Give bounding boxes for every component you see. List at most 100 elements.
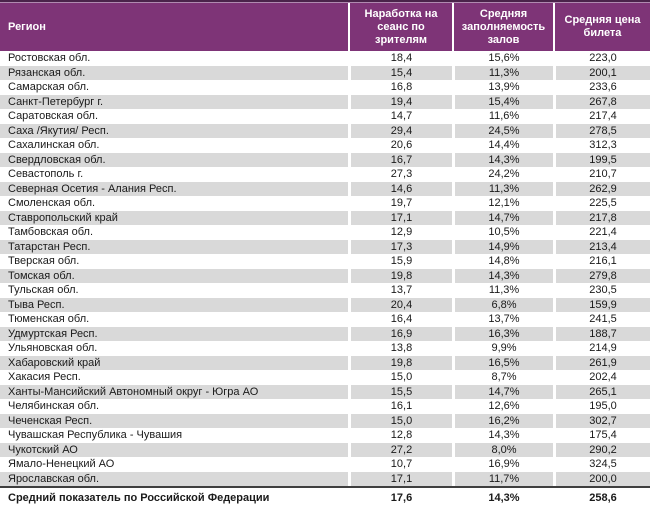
region-cell: Ульяновская обл. [8, 342, 98, 355]
sessions-cell: 16,4 [348, 312, 452, 327]
footer-occupancy-value: 14,3% [452, 488, 553, 508]
occupancy-cell: 14,3% [452, 152, 553, 167]
occupancy-cell: 24,2% [452, 167, 553, 182]
column-header-occupancy: Средняя заполняемость залов [452, 3, 553, 51]
sessions-cell: 13,8 [348, 341, 452, 356]
price-cell: 213,4 [553, 239, 650, 254]
sessions-cell: 15,4 [348, 65, 452, 80]
region-cell: Ямало-Ненецкий АО [8, 458, 115, 471]
table-row: Свердловская обл. 16,7 14,3% 199,5 [0, 152, 650, 167]
region-cell: Тыва Респ. [8, 298, 65, 311]
sessions-cell: 16,8 [348, 80, 452, 95]
sessions-cell: 20,6 [348, 138, 452, 153]
region-cell: Санкт-Петербург г. [8, 95, 104, 108]
sessions-cell: 29,4 [348, 123, 452, 138]
price-cell: 188,7 [553, 326, 650, 341]
price-cell: 230,5 [553, 283, 650, 298]
table-row: Тыва Респ. 20,4 6,8% 159,9 [0, 297, 650, 312]
region-cell: Тюменская обл. [8, 313, 90, 326]
occupancy-cell: 13,7% [452, 312, 553, 327]
occupancy-cell: 16,3% [452, 326, 553, 341]
region-cell: Чеченская Респ. [8, 414, 93, 427]
table-row: Чувашская Республика - Чувашия 12,8 14,3% 1… [0, 428, 650, 443]
occupancy-cell: 11,3% [452, 283, 553, 298]
region-cell: Хабаровский край [8, 356, 101, 369]
table-row: Удмуртская Респ. 16,9 16,3% 188,7 [0, 326, 650, 341]
region-cell: Татарстан Респ. [8, 240, 91, 253]
occupancy-cell: 11,3% [452, 65, 553, 80]
price-cell: 233,6 [553, 80, 650, 95]
table-row: Челябинская обл. 16,1 12,6% 195,0 [0, 399, 650, 414]
region-cell: Рязанская обл. [8, 66, 86, 79]
occupancy-cell: 12,1% [452, 196, 553, 211]
occupancy-cell: 16,9% [452, 457, 553, 472]
column-header-price: Средняя цена билета [553, 3, 650, 51]
occupancy-cell: 24,5% [452, 123, 553, 138]
price-cell: 200,1 [553, 65, 650, 80]
table-row: Хабаровский край 19,8 16,5% 261,9 [0, 355, 650, 370]
table-row: Смоленская обл. 19,7 12,1% 225,5 [0, 196, 650, 211]
sessions-cell: 12,8 [348, 428, 452, 443]
price-cell: 279,8 [553, 268, 650, 283]
table-body: Ростовская обл. 18,4 15,6% 223,0 Рязанская о… [0, 51, 650, 486]
region-cell: Чувашская Республика - Чувашия [8, 429, 183, 442]
region-cell: Ярославская обл. [8, 472, 100, 485]
region-cell: Севастополь г. [8, 168, 84, 181]
footer-sessions-value: 17,6 [348, 488, 452, 508]
price-cell: 217,4 [553, 109, 650, 124]
price-cell: 223,0 [553, 51, 650, 66]
table-row: Самарская обл. 16,8 13,9% 233,6 [0, 80, 650, 95]
table-row: Ярославская обл. 17,1 11,7% 200,0 [0, 471, 650, 486]
price-cell: 217,8 [553, 210, 650, 225]
price-cell: 302,7 [553, 413, 650, 428]
price-cell: 210,7 [553, 167, 650, 182]
region-cell: Хакасия Респ. [8, 371, 81, 384]
sessions-cell: 14,6 [348, 181, 452, 196]
sessions-cell: 17,3 [348, 239, 452, 254]
column-header-region: Регион [8, 20, 46, 33]
occupancy-cell: 16,5% [452, 355, 553, 370]
region-cell: Челябинская обл. [8, 400, 100, 413]
occupancy-cell: 13,9% [452, 80, 553, 95]
table-footer-row: Средний показатель по Российской Федерац… [0, 486, 650, 508]
sessions-cell: 16,7 [348, 152, 452, 167]
price-cell: 267,8 [553, 94, 650, 109]
table-row: Тульская обл. 13,7 11,3% 230,5 [0, 283, 650, 298]
table-row: Татарстан Респ. 17,3 14,9% 213,4 [0, 239, 650, 254]
occupancy-cell: 14,4% [452, 138, 553, 153]
sessions-cell: 12,9 [348, 225, 452, 240]
occupancy-cell: 10,5% [452, 225, 553, 240]
table-top-border [0, 0, 650, 2]
sessions-cell: 17,1 [348, 210, 452, 225]
table-row: Ульяновская обл. 13,8 9,9% 214,9 [0, 341, 650, 356]
sessions-cell: 10,7 [348, 457, 452, 472]
price-cell: 195,0 [553, 399, 650, 414]
table-row: Северная Осетия - Алания Респ. 14,6 11,3% 2… [0, 181, 650, 196]
table-row: Тюменская обл. 16,4 13,7% 241,5 [0, 312, 650, 327]
sessions-cell: 15,9 [348, 254, 452, 269]
occupancy-cell: 15,4% [452, 94, 553, 109]
occupancy-cell: 11,3% [452, 181, 553, 196]
sessions-cell: 19,8 [348, 268, 452, 283]
sessions-cell: 19,8 [348, 355, 452, 370]
region-cell: Самарская обл. [8, 81, 90, 94]
table-row: Севастополь г. 27,3 24,2% 210,7 [0, 167, 650, 182]
table-top-border-highlight [0, 2, 650, 3]
occupancy-cell: 14,9% [452, 239, 553, 254]
sessions-cell: 13,7 [348, 283, 452, 298]
sessions-cell: 15,0 [348, 370, 452, 385]
region-cell: Ростовская обл. [8, 52, 91, 65]
occupancy-cell: 14,3% [452, 268, 553, 283]
price-cell: 241,5 [553, 312, 650, 327]
table-row: Ямало-Ненецкий АО 10,7 16,9% 324,5 [0, 457, 650, 472]
occupancy-cell: 14,8% [452, 254, 553, 269]
region-cell: Саха /Якутия/ Респ. [8, 124, 109, 137]
price-cell: 225,5 [553, 196, 650, 211]
footer-region-label: Средний показатель по Российской Федерац… [8, 492, 270, 504]
price-cell: 312,3 [553, 138, 650, 153]
region-cell: Томская обл. [8, 269, 75, 282]
sessions-cell: 14,7 [348, 109, 452, 124]
table-row: Тверская обл. 15,9 14,8% 216,1 [0, 254, 650, 269]
price-cell: 214,9 [553, 341, 650, 356]
region-cell: Удмуртская Респ. [8, 327, 98, 340]
